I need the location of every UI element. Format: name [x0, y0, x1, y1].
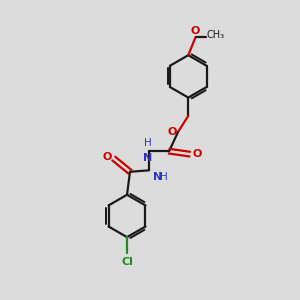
Text: O: O — [191, 26, 200, 36]
Text: N: N — [143, 153, 152, 163]
Text: CH₃: CH₃ — [207, 31, 225, 40]
Text: N: N — [153, 172, 162, 182]
Text: O: O — [102, 152, 111, 162]
Text: O: O — [192, 149, 202, 159]
Text: Cl: Cl — [121, 257, 133, 267]
Text: H: H — [160, 172, 167, 182]
Text: H: H — [144, 138, 152, 148]
Text: O: O — [167, 127, 176, 137]
